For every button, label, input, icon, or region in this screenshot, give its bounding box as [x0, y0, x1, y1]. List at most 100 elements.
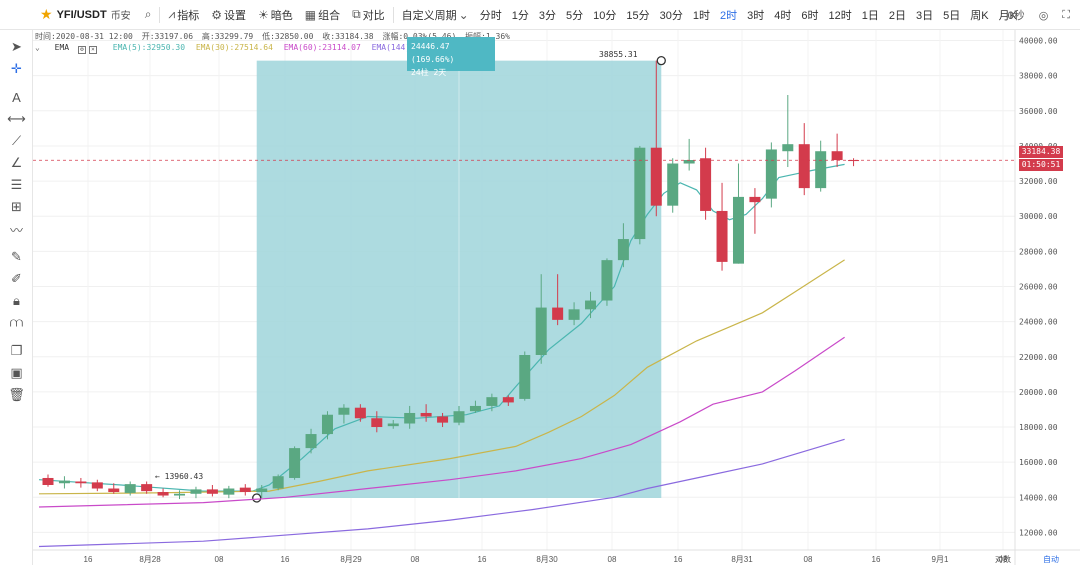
candle-body[interactable] — [108, 488, 120, 493]
candle-body[interactable] — [321, 414, 333, 435]
candle-body[interactable] — [502, 397, 514, 403]
candle-body[interactable] — [453, 411, 465, 423]
dark-mode-button[interactable]: ☀ 暗色 — [252, 0, 299, 30]
crosshair-icon[interactable]: ✛ — [11, 61, 22, 76]
candle-body[interactable] — [404, 412, 416, 424]
interval-tab[interactable]: 月K — [998, 9, 1017, 22]
interval-tab[interactable]: 1日 — [861, 9, 879, 22]
candle-body[interactable] — [174, 493, 186, 496]
settings-button[interactable]: ⚙ 设置 — [205, 0, 252, 30]
candle-body[interactable] — [469, 405, 481, 412]
trash-icon[interactable]: 🗑︎ — [8, 387, 25, 402]
close-icon[interactable]: × — [88, 46, 97, 54]
candle-body[interactable] — [650, 147, 662, 206]
interval-tab[interactable]: 30分 — [659, 9, 683, 22]
interval-tab[interactable]: 10分 — [593, 9, 617, 22]
candle-body[interactable] — [437, 416, 449, 423]
brush-icon[interactable]: ✐ — [11, 271, 22, 286]
magnet-icon[interactable]: ⩋ — [9, 315, 24, 330]
candle-body[interactable] — [667, 163, 679, 206]
candle-body[interactable] — [289, 448, 301, 478]
candle-body[interactable] — [239, 487, 251, 493]
symbol-selector[interactable]: ★ YFI/USDT 币安 — [0, 0, 139, 30]
candle-body[interactable] — [206, 489, 218, 494]
candle-body[interactable] — [798, 144, 810, 189]
interval-tab[interactable]: 3分 — [538, 9, 556, 22]
candle-body[interactable] — [124, 484, 136, 493]
candle-body[interactable] — [75, 481, 87, 484]
candle-body[interactable] — [190, 489, 202, 494]
candle-body[interactable] — [486, 397, 498, 406]
collapse-icon[interactable]: ⌄ — [35, 43, 40, 52]
interval-tab[interactable]: 5日 — [943, 9, 961, 22]
candle-body[interactable] — [716, 210, 728, 262]
interval-tab[interactable]: 3时 — [747, 9, 765, 22]
candle-body[interactable] — [141, 484, 153, 492]
interval-tab[interactable]: 15分 — [626, 9, 650, 22]
star-icon[interactable]: ★ — [40, 6, 53, 22]
wave-icon[interactable]: 〰 — [9, 222, 23, 238]
candle-body[interactable] — [732, 196, 744, 264]
candle-body[interactable] — [782, 144, 794, 152]
interval-tab[interactable]: 4时 — [774, 9, 792, 22]
candle-body[interactable] — [157, 492, 169, 496]
pencil-icon[interactable]: ✎ — [11, 249, 22, 264]
candle-body[interactable] — [601, 260, 613, 301]
candle-body[interactable] — [272, 476, 284, 489]
indicator-button[interactable]: ⩘ 指标 — [162, 0, 205, 30]
interval-tab[interactable]: 周K — [970, 9, 989, 22]
text-icon[interactable]: A — [12, 89, 21, 105]
candle-body[interactable] — [387, 423, 399, 427]
candle-body[interactable] — [585, 300, 597, 310]
search-button[interactable]: ⌕ — [139, 0, 158, 30]
log-scale-toggle[interactable]: 对数 — [995, 554, 1011, 564]
candle-body[interactable] — [700, 158, 712, 211]
candle-body[interactable] — [568, 309, 580, 320]
custom-period-dropdown[interactable]: 自定义周期 ⌄ — [396, 0, 475, 30]
camera-icon[interactable]: ◎ — [1038, 9, 1049, 22]
candle-body[interactable] — [305, 434, 317, 449]
candle-body[interactable] — [617, 239, 629, 261]
candle-body[interactable] — [535, 307, 547, 355]
chart-area[interactable]: 40000.0038000.0036000.0034000.0032000.00… — [33, 30, 1080, 565]
interval-tab[interactable]: 2时 — [719, 9, 738, 22]
fullscreen-icon[interactable]: ⛶ — [1062, 8, 1070, 21]
lock-icon[interactable]: 🔒︎ — [13, 293, 20, 308]
horizontal-line-icon[interactable]: ⟷ — [7, 111, 26, 126]
template-icon[interactable]: ▣ — [10, 365, 23, 380]
candle-body[interactable] — [683, 160, 695, 164]
interval-tab[interactable]: 3日 — [915, 9, 934, 22]
interval-tab[interactable]: 12时 — [828, 9, 852, 22]
candle-body[interactable] — [634, 147, 646, 240]
interval-tab[interactable]: 2日 — [888, 9, 906, 22]
cursor-icon[interactable]: ➤ — [11, 39, 22, 54]
candle-body[interactable] — [223, 488, 235, 495]
candle-body[interactable] — [42, 477, 54, 485]
interval-tab[interactable]: 5分 — [565, 9, 584, 22]
candle-body[interactable] — [519, 355, 531, 399]
interval-tab[interactable]: 6时 — [801, 9, 819, 22]
candle-body[interactable] — [848, 160, 860, 162]
candle-body[interactable] — [256, 488, 268, 493]
price-chart[interactable]: 40000.0038000.0036000.0034000.0032000.00… — [33, 30, 1080, 565]
settings-icon[interactable]: ⚙ — [77, 46, 86, 54]
candle-body[interactable] — [58, 480, 70, 484]
rectangle-icon[interactable]: ⊞ — [11, 199, 22, 214]
parallel-lines-icon[interactable]: ☰ — [10, 177, 23, 192]
candle-body[interactable] — [371, 418, 383, 428]
compare-button[interactable]: ⧉ 对比 — [346, 0, 391, 30]
interval-tab[interactable]: 1分 — [511, 9, 529, 22]
measure-handle-bottom[interactable] — [252, 493, 262, 503]
interval-tab[interactable]: 1时 — [692, 9, 710, 22]
measure-handle-top[interactable] — [656, 55, 666, 66]
layers-icon[interactable]: ❐ — [10, 343, 23, 358]
candle-body[interactable] — [91, 482, 103, 489]
candle-body[interactable] — [354, 407, 366, 419]
trend-line-icon[interactable]: ⟋ — [11, 133, 22, 148]
candle-body[interactable] — [815, 151, 827, 189]
auto-scale-toggle[interactable]: 自动 — [1043, 554, 1059, 564]
candle-body[interactable] — [420, 412, 432, 417]
candle-body[interactable] — [552, 307, 564, 320]
candle-body[interactable] — [338, 407, 350, 415]
candle-body[interactable] — [749, 196, 761, 203]
